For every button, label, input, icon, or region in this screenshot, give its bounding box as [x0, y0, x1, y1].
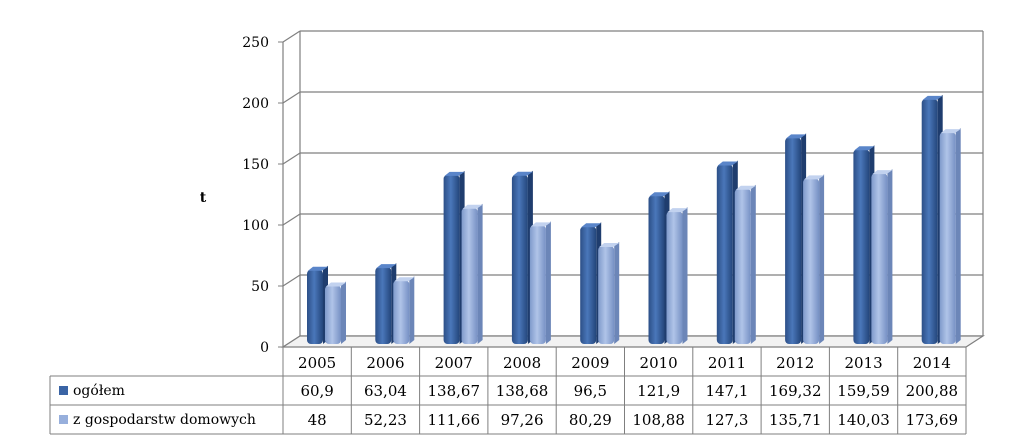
data-label: 48 — [308, 411, 327, 429]
y-tick-label: 100 — [242, 218, 269, 234]
bar-top — [394, 277, 415, 282]
bar-top — [804, 175, 825, 180]
data-label: 111,66 — [428, 411, 481, 429]
bar-ogolem — [716, 164, 733, 344]
bar-top — [512, 171, 533, 176]
bar-side — [614, 242, 620, 344]
bar-side — [819, 174, 825, 344]
bar-ogolem — [511, 174, 528, 344]
bar-top — [922, 95, 943, 100]
data-label: 63,04 — [364, 382, 407, 400]
x-tick-label: 2010 — [640, 354, 678, 372]
bar-top — [649, 192, 670, 197]
data-label: 138,67 — [428, 382, 481, 400]
bar-top — [717, 161, 738, 166]
bar-gospodarstwa — [461, 207, 478, 344]
legend-label: ogółem — [73, 383, 125, 399]
y-tick-label: 50 — [251, 279, 269, 295]
bar-ogolem — [853, 149, 870, 344]
data-label: 147,1 — [705, 382, 748, 400]
bar-top — [376, 264, 397, 269]
bar-side — [887, 169, 893, 344]
bar-ogolem — [443, 174, 460, 344]
bar-top — [735, 185, 756, 190]
x-tick-label: 2007 — [435, 354, 473, 372]
bar-ogolem — [307, 269, 323, 344]
bar-top — [444, 171, 465, 176]
bar-gospodarstwa — [871, 173, 888, 344]
bar-gospodarstwa — [325, 285, 341, 344]
y-tick-label: 250 — [242, 35, 269, 51]
bar-top — [599, 243, 620, 248]
bar-gospodarstwa — [803, 178, 820, 344]
gridline-side — [282, 274, 301, 287]
bar-gospodarstwa — [598, 246, 615, 344]
bar-side — [477, 203, 483, 344]
data-label: 200,88 — [906, 382, 959, 400]
gridline-side — [282, 30, 301, 43]
x-tick-label: 2013 — [844, 354, 882, 372]
bar-side — [955, 128, 961, 344]
bar-side — [341, 281, 346, 344]
data-label: 121,9 — [637, 382, 680, 400]
data-label: 173,69 — [906, 411, 959, 429]
y-tick-label: 200 — [242, 96, 269, 112]
data-label: 135,71 — [769, 411, 822, 429]
x-tick-label: 2012 — [776, 354, 814, 372]
legend-swatch — [59, 386, 68, 395]
legend-label: z gospodarstw domowych — [73, 412, 256, 428]
bar-ogolem — [648, 195, 665, 344]
data-label: 96,5 — [574, 382, 607, 400]
bar-side — [682, 207, 688, 344]
bar-top — [940, 129, 961, 134]
bar-top — [786, 134, 807, 139]
x-tick-label: 2005 — [298, 354, 336, 372]
gridline-side — [282, 213, 301, 226]
data-label: 97,26 — [501, 411, 544, 429]
bar-ogolem — [785, 137, 802, 344]
data-label: 138,68 — [496, 382, 549, 400]
data-label: 80,29 — [569, 411, 612, 429]
y-axis-label: t — [200, 190, 207, 206]
bar-gospodarstwa — [529, 225, 546, 344]
bar-ogolem — [921, 98, 938, 345]
bars — [307, 94, 961, 345]
data-label: 159,59 — [837, 382, 890, 400]
x-tick-label: 2006 — [366, 354, 404, 372]
bar-gospodarstwa — [734, 188, 751, 344]
bar-top — [308, 266, 328, 271]
x-tick-label: 2008 — [503, 354, 541, 372]
data-label: 52,23 — [364, 411, 407, 429]
x-tick-label: 2009 — [571, 354, 609, 372]
bar-gospodarstwa — [939, 132, 956, 344]
legend-swatch — [59, 415, 68, 424]
bar-side — [545, 221, 551, 344]
y-tick-label: 0 — [260, 340, 269, 356]
bar-gospodarstwa — [666, 211, 683, 344]
bar-top — [462, 204, 483, 209]
bar-top — [530, 222, 551, 227]
bar-top — [872, 170, 893, 175]
bar-top — [581, 223, 602, 228]
data-label: 60,9 — [300, 382, 333, 400]
bar-side — [750, 184, 756, 344]
data-label: 169,32 — [769, 382, 822, 400]
bar-top — [326, 282, 346, 287]
data-label: 108,88 — [632, 411, 685, 429]
bar-ogolem — [375, 267, 392, 344]
data-label: 127,3 — [705, 411, 748, 429]
bar-top — [667, 208, 688, 213]
gridline-side — [282, 152, 301, 165]
bar-top — [854, 146, 875, 151]
data-table: 2005 2006 2007 2008 2009 2010 2011 2012 2013 2014… — [49, 346, 967, 435]
bar-gospodarstwa — [393, 280, 410, 344]
bar-ogolem — [580, 226, 597, 344]
x-tick-label: 2014 — [913, 354, 951, 372]
data-label: 140,03 — [837, 411, 890, 429]
gridline-side — [282, 91, 301, 104]
x-tick-label: 2011 — [708, 354, 746, 372]
y-tick-label: 150 — [242, 157, 269, 173]
bar-side — [409, 276, 415, 344]
